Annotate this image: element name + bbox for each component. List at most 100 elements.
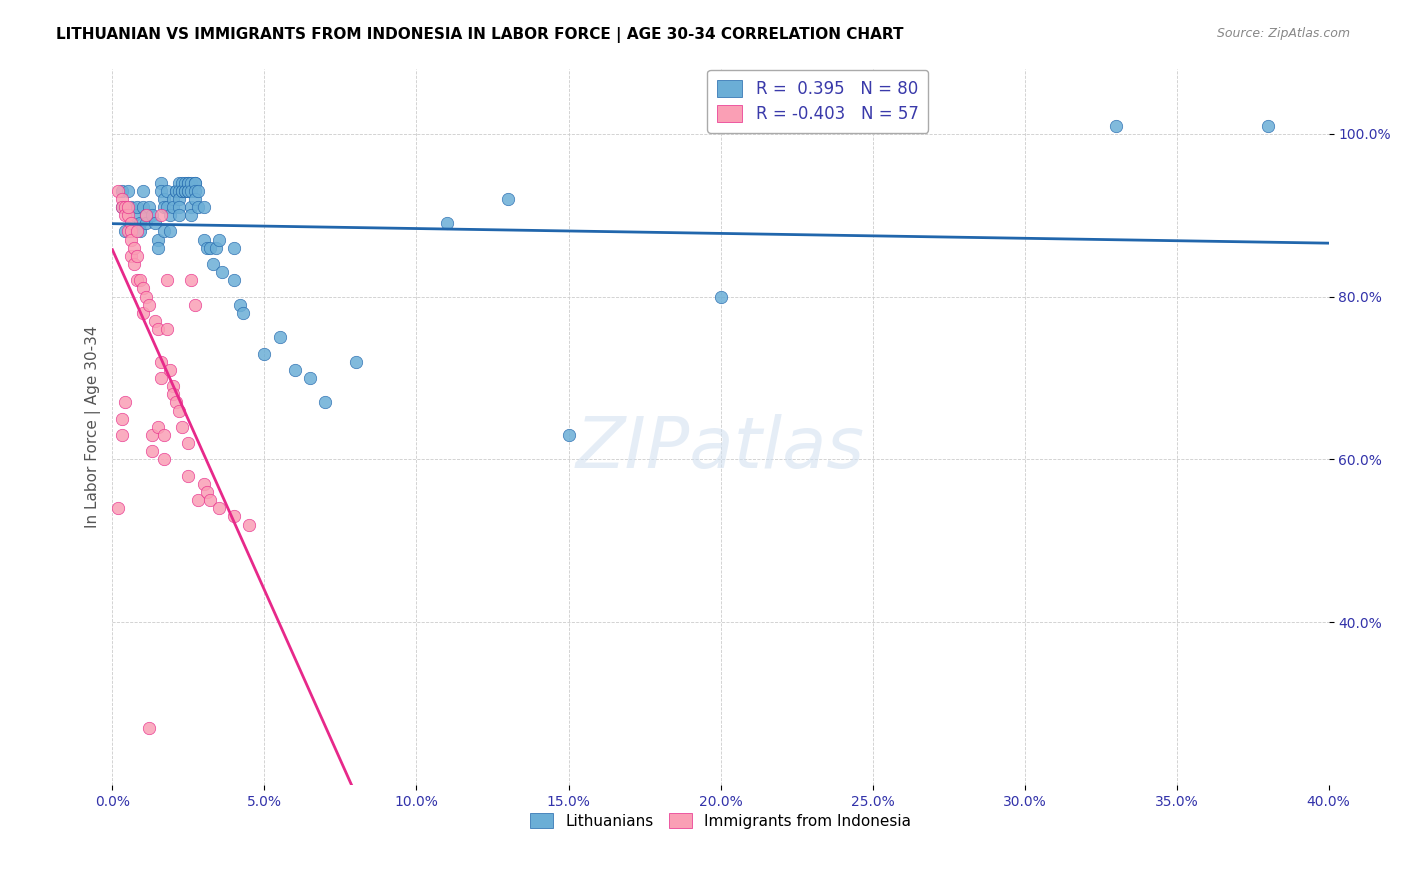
Point	[122, 241, 145, 255]
Point	[299, 371, 322, 385]
Point	[122, 257, 145, 271]
Point	[153, 428, 176, 442]
Point	[187, 184, 209, 198]
Point	[117, 184, 139, 198]
Point	[114, 208, 136, 222]
Point	[187, 493, 209, 508]
Point	[165, 184, 187, 198]
Point	[177, 176, 200, 190]
Point	[110, 411, 132, 425]
Point	[172, 176, 194, 190]
Point	[132, 306, 155, 320]
Point	[143, 314, 166, 328]
Point	[204, 241, 226, 255]
Point	[162, 387, 184, 401]
Point	[269, 330, 291, 344]
Point	[146, 241, 169, 255]
Point	[120, 249, 142, 263]
Point	[172, 184, 194, 198]
Point	[125, 273, 148, 287]
Point	[174, 184, 197, 198]
Point	[128, 216, 150, 230]
Point	[153, 224, 176, 238]
Point	[193, 476, 215, 491]
Point	[125, 249, 148, 263]
Point	[120, 216, 142, 230]
Point	[150, 354, 173, 368]
Point	[177, 436, 200, 450]
Point	[180, 184, 202, 198]
Point	[141, 444, 163, 458]
Point	[183, 298, 205, 312]
Point	[107, 501, 129, 516]
Point	[117, 224, 139, 238]
Point	[183, 184, 205, 198]
Point	[138, 298, 160, 312]
Point	[125, 224, 148, 238]
Point	[180, 176, 202, 190]
Point	[135, 289, 157, 303]
Point	[1105, 119, 1128, 133]
Point	[135, 208, 157, 222]
Point	[222, 509, 245, 524]
Point	[162, 379, 184, 393]
Point	[153, 192, 176, 206]
Point	[496, 192, 519, 206]
Point	[110, 428, 132, 442]
Point	[177, 184, 200, 198]
Point	[153, 452, 176, 467]
Point	[557, 428, 579, 442]
Point	[132, 200, 155, 214]
Point	[222, 273, 245, 287]
Point	[132, 281, 155, 295]
Point	[222, 241, 245, 255]
Text: LITHUANIAN VS IMMIGRANTS FROM INDONESIA IN LABOR FORCE | AGE 30-34 CORRELATION C: LITHUANIAN VS IMMIGRANTS FROM INDONESIA …	[56, 27, 904, 43]
Point	[187, 200, 209, 214]
Point	[183, 192, 205, 206]
Point	[208, 233, 231, 247]
Point	[177, 176, 200, 190]
Point	[120, 233, 142, 247]
Point	[128, 273, 150, 287]
Point	[709, 289, 731, 303]
Point	[172, 184, 194, 198]
Point	[156, 184, 179, 198]
Point	[193, 233, 215, 247]
Point	[344, 354, 367, 368]
Point	[150, 208, 173, 222]
Point	[174, 184, 197, 198]
Point	[110, 184, 132, 198]
Point	[169, 200, 191, 214]
Point	[177, 468, 200, 483]
Point	[125, 200, 148, 214]
Point	[143, 216, 166, 230]
Point	[174, 176, 197, 190]
Point	[159, 363, 181, 377]
Point	[169, 208, 191, 222]
Point	[110, 200, 132, 214]
Point	[132, 184, 155, 198]
Point	[107, 184, 129, 198]
Point	[156, 200, 179, 214]
Point	[284, 363, 307, 377]
Point	[141, 428, 163, 442]
Point	[314, 395, 336, 409]
Point	[135, 208, 157, 222]
Point	[198, 493, 221, 508]
Point	[436, 216, 458, 230]
Point	[128, 224, 150, 238]
Point	[114, 224, 136, 238]
Point	[146, 233, 169, 247]
Point	[110, 200, 132, 214]
Point	[114, 395, 136, 409]
Point	[162, 192, 184, 206]
Point	[146, 322, 169, 336]
Point	[120, 200, 142, 214]
Point	[122, 208, 145, 222]
Point	[198, 241, 221, 255]
Point	[183, 176, 205, 190]
Point	[253, 346, 276, 360]
Point	[232, 306, 254, 320]
Point	[159, 208, 181, 222]
Point	[193, 200, 215, 214]
